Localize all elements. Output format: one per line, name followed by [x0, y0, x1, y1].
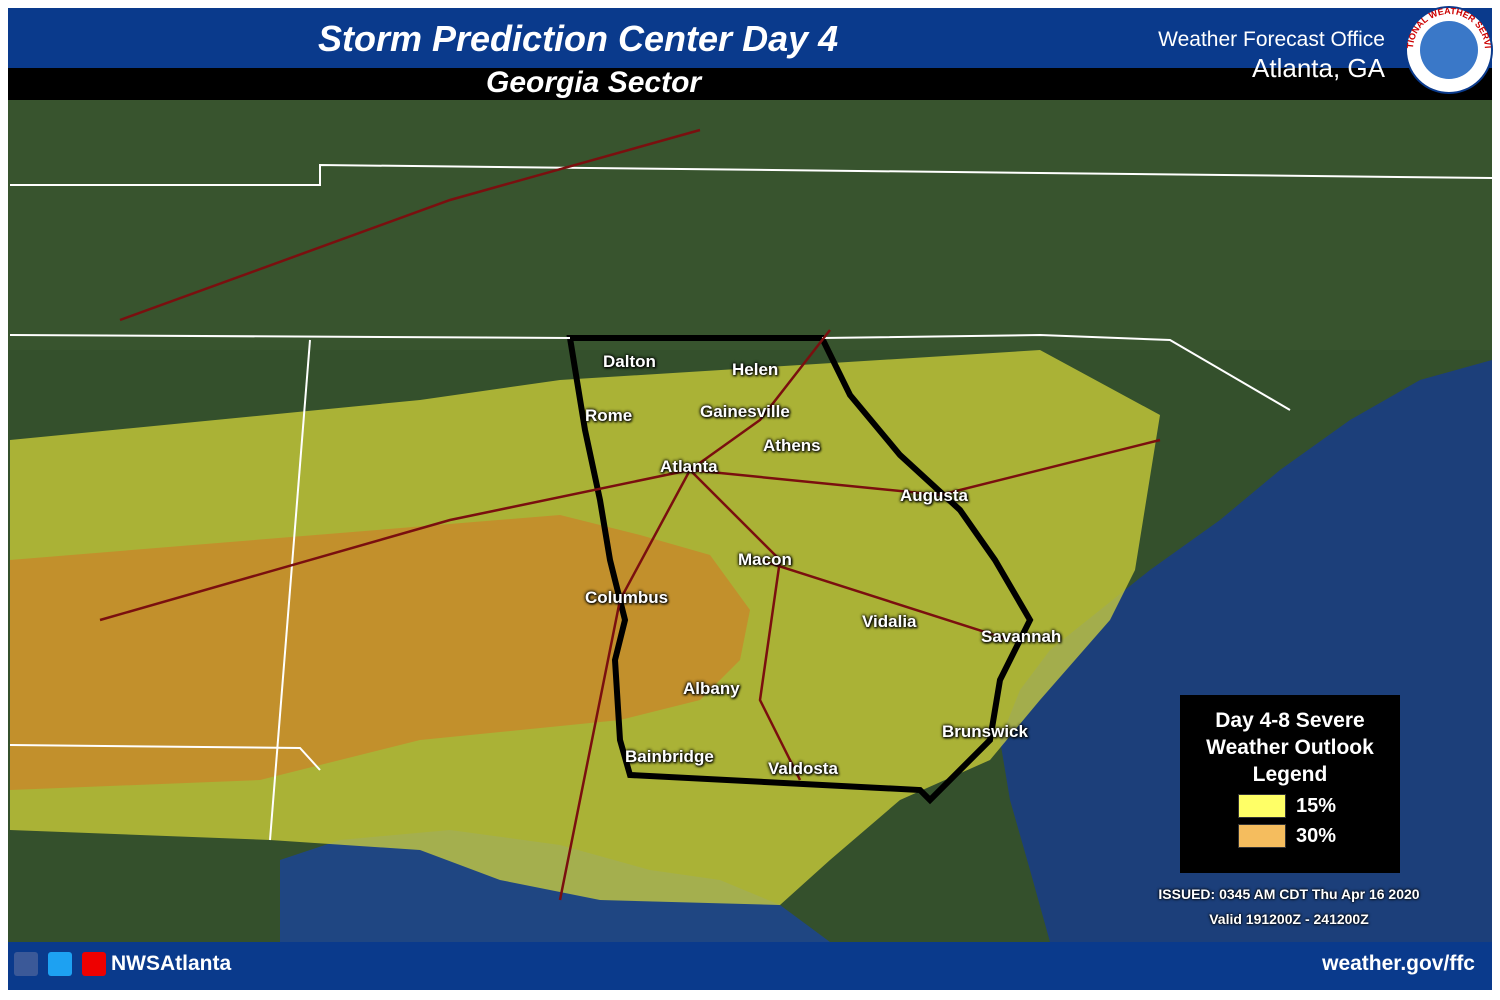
risk-30-area — [10, 515, 750, 790]
city-label: Columbus — [585, 588, 669, 607]
youtube-icon[interactable] — [82, 952, 106, 976]
city-label: Valdosta — [768, 759, 838, 778]
legend-item: 30% — [1238, 824, 1400, 848]
footer-bar — [8, 942, 1492, 990]
border-line — [10, 163, 1493, 186]
city-label: Macon — [738, 550, 792, 569]
city-label: Rome — [585, 406, 633, 425]
georgia-outline — [566, 335, 1034, 805]
facebook-icon[interactable] — [14, 952, 38, 976]
border-line — [9, 744, 321, 771]
city-label: Albany — [683, 679, 740, 698]
logo-center — [1420, 21, 1478, 79]
twitter-icon[interactable] — [48, 952, 72, 976]
highways — [99, 128, 1161, 901]
office: Weather Forecast Office — [1158, 28, 1385, 51]
footer-url[interactable]: weather.gov/ffc — [1322, 952, 1475, 975]
legend-swatch — [1238, 824, 1286, 848]
city-label: Gainesville — [700, 402, 790, 421]
legend-swatch — [1238, 794, 1286, 818]
state-borders — [9, 163, 1493, 841]
mountains — [8, 100, 1492, 350]
city-label: Atlanta — [660, 457, 718, 476]
social-icons — [14, 952, 106, 976]
subheader-bar — [8, 68, 1492, 100]
border-line — [9, 333, 1291, 411]
valid: Valid 191200Z - 241200Z — [1209, 911, 1369, 927]
legend-item: 15% — [1238, 794, 1400, 818]
city-label: Savannah — [981, 627, 1062, 646]
title: Storm Prediction Center Day 4 — [318, 18, 839, 59]
legend-title: Day 4-8 Severe Weather Outlook Legend — [1206, 709, 1374, 786]
city-label: Athens — [763, 436, 821, 455]
legend-label: 15% — [1296, 794, 1337, 817]
subtitle: Georgia Sector — [486, 66, 702, 99]
header-bar — [8, 8, 1492, 68]
border-line — [269, 339, 311, 841]
office-location: Atlanta, GA — [1252, 53, 1385, 83]
city-label: Vidalia — [862, 612, 917, 631]
highway — [99, 128, 1161, 901]
city-label: Brunswick — [942, 722, 1028, 741]
city-label: Bainbridge — [625, 747, 714, 766]
city-label: Dalton — [603, 352, 656, 371]
legend: Day 4-8 Severe Weather Outlook Legend 15… — [1180, 695, 1400, 873]
issued: ISSUED: 0345 AM CDT Thu Apr 16 2020 — [1158, 886, 1420, 902]
legend-items: 15% 30% — [1180, 794, 1400, 848]
city-label: Augusta — [900, 486, 968, 505]
footer-handle[interactable]: NWSAtlanta — [111, 952, 232, 975]
city-label: Helen — [732, 360, 779, 379]
legend-label: 30% — [1296, 824, 1337, 847]
